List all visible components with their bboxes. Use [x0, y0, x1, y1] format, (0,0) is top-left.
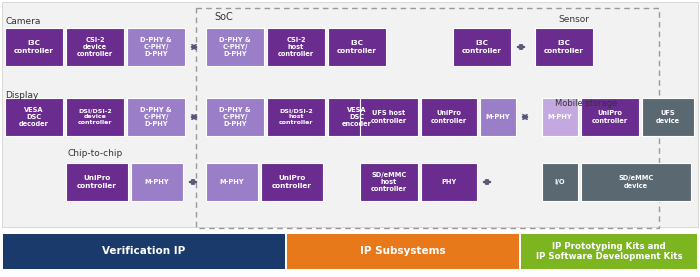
Text: D-PHY &
C-PHY/
D-PHY: D-PHY & C-PHY/ D-PHY — [219, 37, 251, 57]
Text: I3C
controller: I3C controller — [462, 40, 502, 54]
Text: D-PHY &
C-PHY/
D-PHY: D-PHY & C-PHY/ D-PHY — [140, 107, 172, 127]
Text: Sensor: Sensor — [558, 16, 589, 24]
Text: UniPro
controller: UniPro controller — [592, 110, 628, 124]
Text: UniPro
controller: UniPro controller — [431, 110, 467, 124]
Text: UniPro
controller: UniPro controller — [272, 175, 312, 189]
Text: Verification IP: Verification IP — [102, 247, 186, 257]
Bar — [206, 163, 258, 201]
Text: M-PHY: M-PHY — [547, 114, 573, 120]
Text: UniPro
controller: UniPro controller — [77, 175, 117, 189]
Bar — [3, 234, 285, 269]
Text: UFS
device: UFS device — [656, 110, 680, 124]
Text: Camera: Camera — [5, 17, 41, 27]
Text: M-PHY: M-PHY — [145, 179, 169, 185]
Text: M-PHY: M-PHY — [486, 114, 510, 120]
Bar — [542, 163, 578, 201]
Text: I3C
controller: I3C controller — [337, 40, 377, 54]
Text: IP Prototyping Kits and
IP Software Development Kits: IP Prototyping Kits and IP Software Deve… — [536, 242, 682, 261]
Bar — [267, 28, 325, 66]
Text: D-PHY &
C-PHY/
D-PHY: D-PHY & C-PHY/ D-PHY — [219, 107, 251, 127]
Text: CSI-2
host
controller: CSI-2 host controller — [278, 37, 314, 57]
Bar — [66, 28, 124, 66]
Bar — [542, 98, 578, 136]
Bar — [642, 98, 694, 136]
Bar — [261, 163, 323, 201]
Bar — [66, 98, 124, 136]
Text: I3C
controller: I3C controller — [14, 40, 54, 54]
Text: VESA
DSC
decoder: VESA DSC decoder — [19, 107, 49, 127]
Bar — [581, 98, 639, 136]
Text: DSI/DSI-2
host
controller: DSI/DSI-2 host controller — [279, 109, 314, 125]
Bar — [521, 234, 697, 269]
Text: SoC: SoC — [214, 12, 232, 22]
Bar — [5, 98, 63, 136]
Text: DSI/DSI-2
device
controller: DSI/DSI-2 device controller — [78, 109, 112, 125]
Bar — [360, 163, 418, 201]
Text: M-PHY: M-PHY — [220, 179, 244, 185]
Bar — [480, 98, 516, 136]
Text: I3C
controller: I3C controller — [544, 40, 584, 54]
Bar — [287, 234, 519, 269]
Text: SD/eMMC
host
controller: SD/eMMC host controller — [371, 172, 407, 192]
Text: CSI-2
device
controller: CSI-2 device controller — [77, 37, 113, 57]
Bar — [581, 163, 691, 201]
Bar — [131, 163, 183, 201]
Bar — [453, 28, 511, 66]
Bar — [127, 98, 185, 136]
Text: IP Subsystems: IP Subsystems — [360, 247, 446, 257]
Text: Display: Display — [5, 91, 38, 99]
Bar — [127, 28, 185, 66]
Text: SD/eMMC
device: SD/eMMC device — [618, 175, 654, 189]
Bar — [206, 28, 264, 66]
Bar — [267, 98, 325, 136]
Text: VESA
DSC
encoder: VESA DSC encoder — [342, 107, 372, 127]
Bar — [206, 98, 264, 136]
Bar — [360, 98, 418, 136]
Bar — [5, 28, 63, 66]
Text: I/O: I/O — [554, 179, 566, 185]
Text: D-PHY &
C-PHY/
D-PHY: D-PHY & C-PHY/ D-PHY — [140, 37, 172, 57]
Text: PHY: PHY — [442, 179, 456, 185]
Bar — [535, 28, 593, 66]
Text: Chip-to-chip: Chip-to-chip — [68, 148, 123, 158]
Bar — [2, 2, 698, 227]
Text: Mobile storage: Mobile storage — [555, 99, 617, 107]
Bar — [66, 163, 128, 201]
Text: UFS host
controller: UFS host controller — [371, 110, 407, 124]
Bar — [328, 98, 386, 136]
Bar — [328, 28, 386, 66]
Bar — [421, 98, 477, 136]
Bar — [421, 163, 477, 201]
